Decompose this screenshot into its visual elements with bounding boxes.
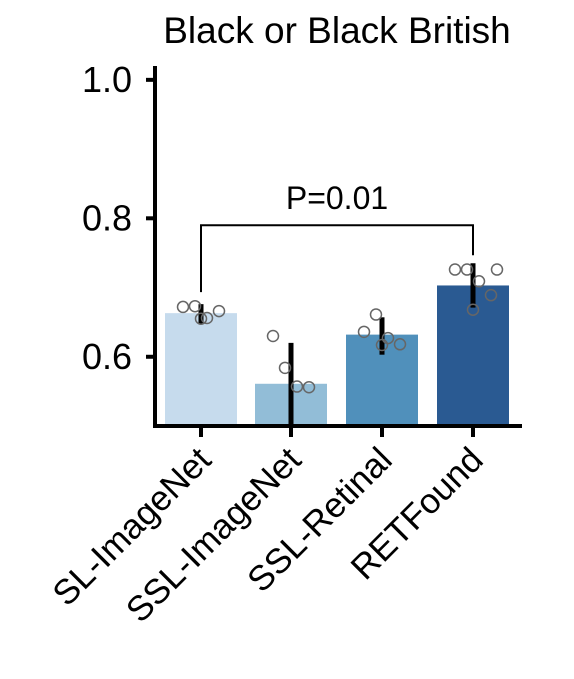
significance-bracket — [200, 224, 474, 293]
data-point — [176, 300, 190, 314]
data-point — [302, 380, 316, 394]
error-bars-layer — [198, 263, 476, 426]
y-tick-label: 1.0 — [82, 59, 132, 100]
bars-layer — [165, 285, 509, 426]
significance-annotation: P=0.01 — [200, 180, 474, 293]
data-point — [460, 263, 474, 276]
data-point — [194, 312, 208, 325]
data-point — [448, 263, 462, 276]
data-point — [188, 299, 202, 313]
data-point — [484, 288, 498, 302]
data-point — [466, 303, 480, 316]
data-point — [357, 325, 371, 339]
data-point — [369, 308, 383, 321]
x-tick-label: SL-ImageNet — [45, 440, 219, 614]
data-point — [472, 275, 486, 288]
chart-title: Black or Black British — [163, 10, 511, 51]
data-point — [375, 338, 389, 352]
significance-label: P=0.01 — [286, 180, 388, 216]
data-point — [212, 304, 226, 318]
data-point — [278, 361, 292, 375]
data-point — [266, 329, 280, 343]
points-layer — [176, 263, 504, 394]
y-tick-label: 0.6 — [82, 336, 132, 377]
x-axis-ticks: SL-ImageNetSSL-ImageNetSSL-RetinalRETFou… — [45, 426, 491, 630]
y-axis-ticks: 0.6 0.8 1.0 — [82, 59, 155, 377]
data-point — [490, 263, 504, 276]
bar — [437, 285, 509, 426]
bar — [165, 313, 237, 426]
data-point — [290, 380, 304, 393]
y-tick-label: 0.8 — [82, 197, 132, 238]
data-point — [393, 338, 407, 351]
data-point — [200, 311, 214, 325]
